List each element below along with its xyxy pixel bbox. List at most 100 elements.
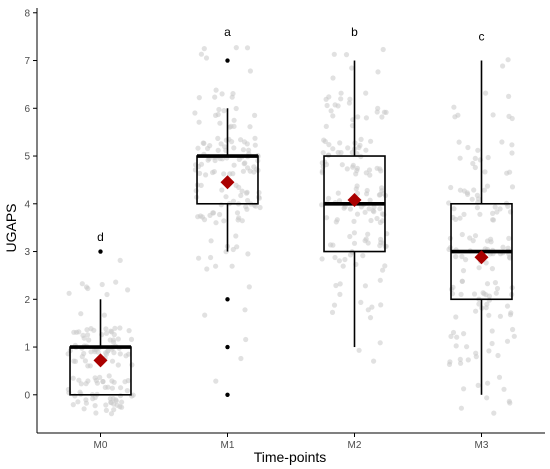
jitter-point: [507, 312, 514, 318]
jitter-point: [493, 290, 499, 296]
jitter-point: [480, 290, 486, 296]
y-axis-title: UGAPS: [3, 203, 19, 252]
jitter-point: [324, 102, 330, 109]
jitter-point: [128, 336, 135, 342]
jitter-point: [331, 51, 337, 57]
jitter-point: [473, 308, 479, 314]
jitter-point: [364, 191, 370, 197]
y-tick-label: 5: [24, 152, 30, 163]
jitter-point: [366, 167, 373, 173]
jitter-point: [338, 96, 344, 102]
jitter-point: [247, 124, 253, 130]
jitter-point: [351, 230, 357, 236]
jitter-point: [474, 205, 480, 211]
jitter-point: [213, 263, 219, 269]
jitter-point: [124, 388, 130, 394]
jitter-point: [242, 307, 248, 313]
jitter-point: [458, 360, 464, 366]
jitter-point: [228, 123, 234, 129]
jitter-point: [71, 329, 77, 335]
jitter-point: [489, 266, 495, 272]
jitter-point: [111, 339, 117, 345]
jitter-point: [365, 240, 371, 246]
jitter-point: [92, 375, 98, 381]
jitter-point: [353, 186, 359, 192]
x-tick-label: M1: [221, 440, 235, 451]
jitter-point: [463, 257, 469, 263]
jitter-point: [481, 187, 487, 193]
jitter-point: [509, 142, 515, 148]
jitter-point: [507, 400, 513, 406]
jitter-point: [355, 114, 361, 120]
jitter-point: [347, 96, 353, 102]
jitter-point: [377, 340, 383, 346]
x-tick-label: M2: [348, 440, 362, 451]
outlier-point: [225, 297, 230, 302]
jitter-point: [109, 385, 115, 391]
jitter-point: [457, 187, 463, 193]
jitter-point: [196, 119, 202, 125]
jitter-point: [94, 380, 100, 386]
jitter-point: [108, 411, 115, 417]
jitter-point: [362, 209, 368, 215]
jitter-point: [208, 254, 214, 261]
jitter-point: [215, 135, 221, 141]
jitter-point: [379, 114, 385, 120]
jitter-points-layer: [65, 45, 517, 417]
jitter-point: [458, 291, 464, 297]
jitter-point: [326, 195, 332, 201]
jitter-point: [197, 170, 203, 176]
jitter-point: [486, 297, 492, 303]
jitter-point: [210, 169, 216, 176]
jitter-point: [238, 355, 244, 362]
jitter-point: [88, 349, 94, 355]
jitter-point: [244, 206, 250, 212]
jitter-point: [201, 140, 207, 146]
jitter-point: [453, 254, 459, 260]
jitter-point: [329, 309, 336, 315]
jitter-point: [469, 196, 475, 202]
jitter-point: [465, 191, 471, 197]
jitter-point: [202, 312, 208, 318]
jitter-point: [125, 287, 131, 293]
jitter-point: [210, 210, 216, 216]
jitter-point: [101, 312, 107, 318]
jitter-point: [472, 155, 478, 161]
jitter-point: [505, 57, 511, 63]
jitter-point: [460, 268, 467, 274]
jitter-point: [380, 267, 386, 273]
jitter-point: [354, 211, 361, 217]
jitter-point: [495, 352, 501, 359]
jitter-point: [78, 311, 84, 317]
jitter-point: [326, 94, 332, 100]
jitter-point: [247, 68, 253, 74]
jitter-point: [374, 109, 380, 115]
jitter-point: [103, 407, 109, 413]
jitter-point: [454, 334, 460, 340]
jitter-point: [252, 135, 258, 141]
jitter-point: [221, 171, 227, 177]
jitter-point: [483, 260, 489, 266]
jitter-point: [233, 182, 239, 188]
jitter-point: [331, 302, 338, 308]
jitter-point: [112, 325, 118, 331]
jitter-point: [103, 330, 110, 336]
jitter-point: [360, 253, 366, 259]
jitter-point: [344, 166, 350, 172]
jitter-point: [230, 198, 237, 204]
jitter-point: [482, 169, 488, 175]
jitter-point: [492, 204, 498, 210]
jitter-point: [70, 375, 76, 381]
jitter-point: [472, 164, 478, 171]
jitter-point: [103, 326, 109, 332]
y-tick-label: 2: [24, 295, 30, 306]
jitter-point: [472, 233, 479, 239]
x-axis-title: Time-points: [254, 449, 327, 465]
jitter-point: [446, 361, 453, 367]
jitter-point: [328, 108, 334, 114]
jitter-point: [213, 112, 219, 118]
mean-marker: [93, 353, 108, 368]
jitter-point: [488, 236, 494, 242]
jitter-point: [377, 277, 383, 283]
